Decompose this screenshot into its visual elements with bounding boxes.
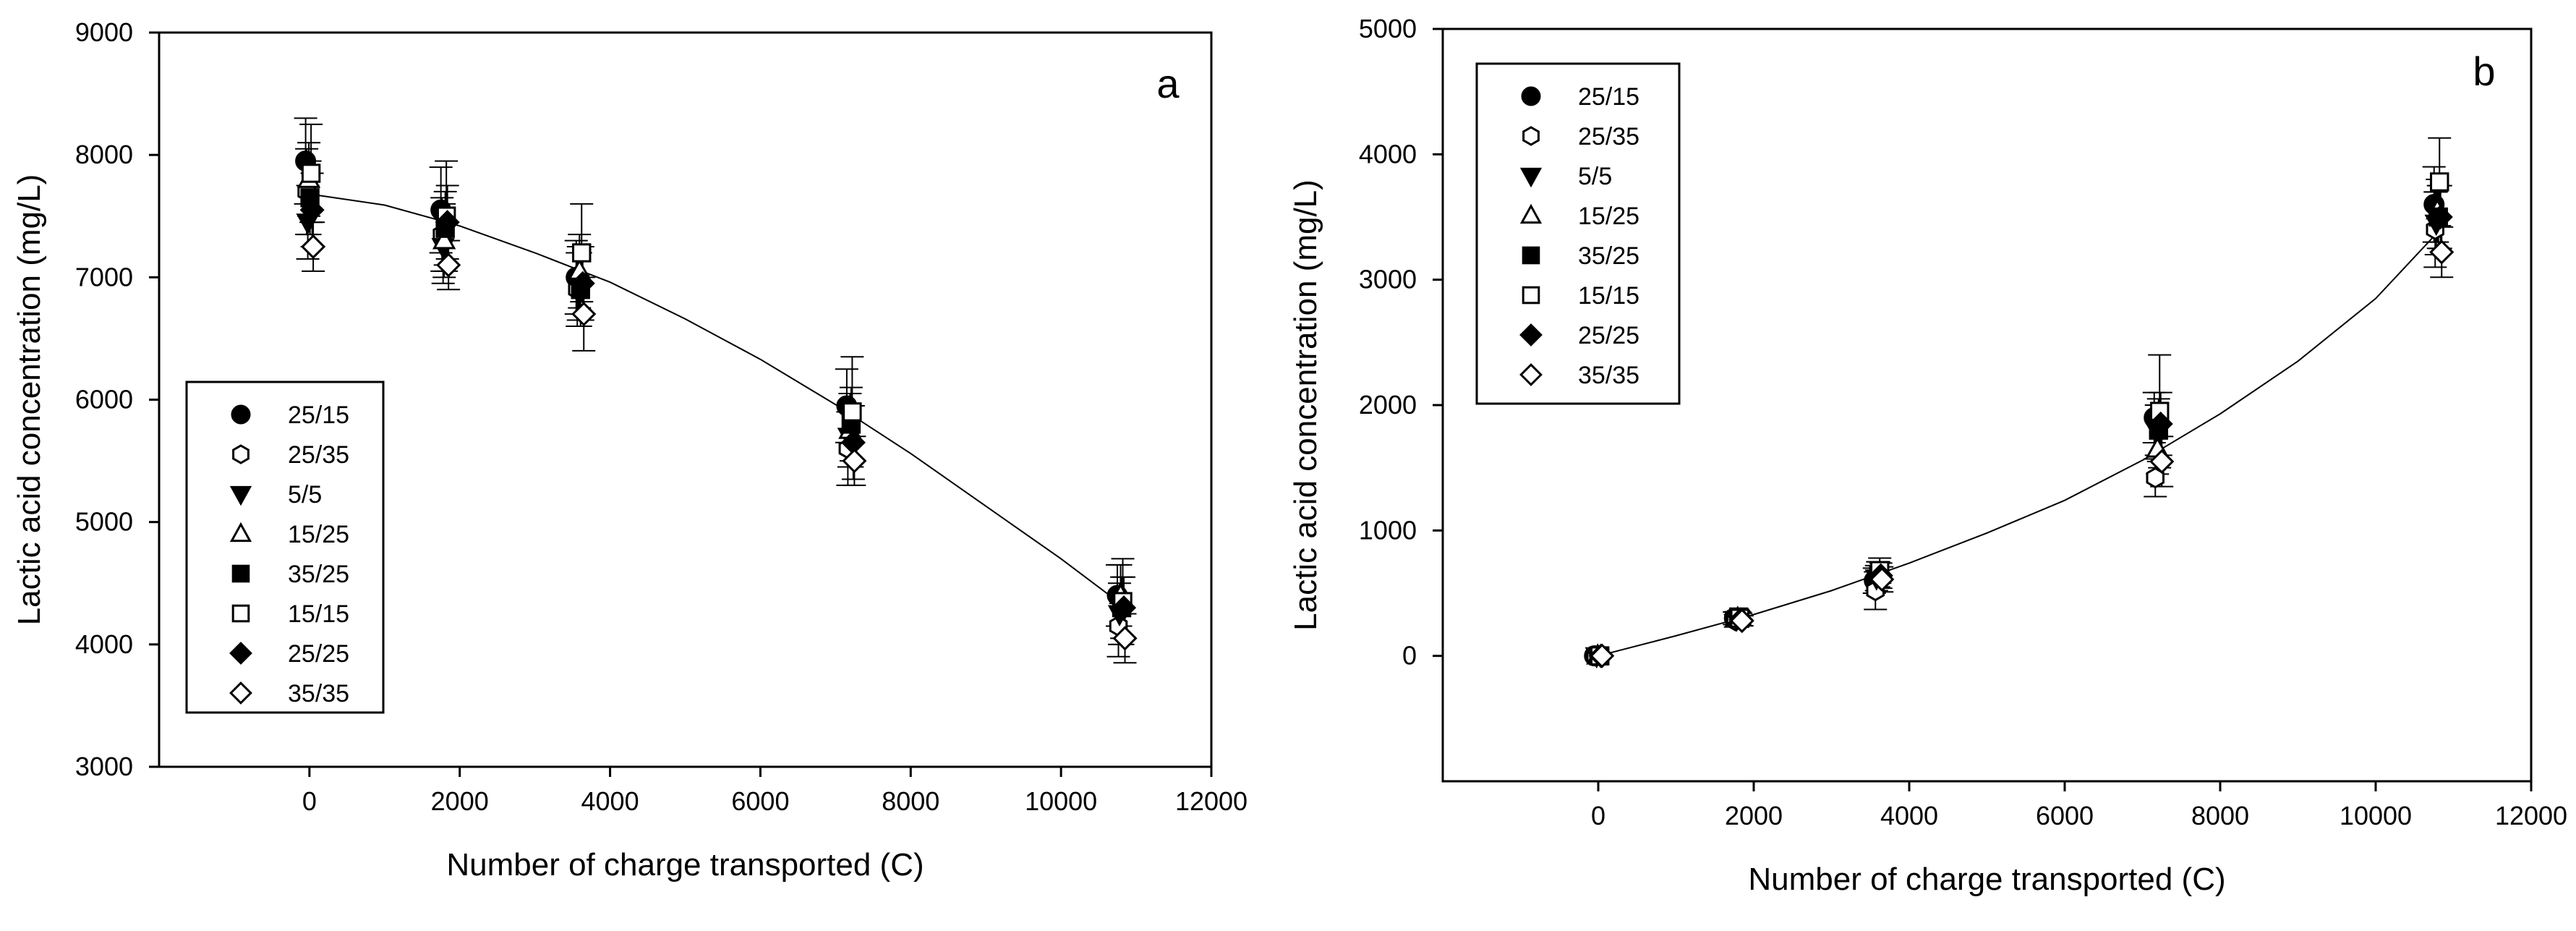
legend-label: 35/25: [1578, 242, 1639, 270]
x-tick-label: 6000: [731, 786, 789, 816]
legend-label: 15/25: [1578, 203, 1639, 230]
y-tick-label: 3000: [1359, 265, 1417, 294]
x-tick-label: 12000: [2495, 801, 2567, 830]
data-point: [2149, 449, 2175, 475]
x-tick-label: 8000: [882, 786, 939, 816]
x-tick-label: 10000: [1025, 786, 1097, 816]
data-point: [1111, 595, 1137, 621]
x-tick-label: 4000: [581, 786, 639, 816]
legend-label: 15/25: [288, 521, 349, 548]
x-axis-title: Number of charge transported (C): [446, 847, 924, 883]
legend-marker: [1522, 246, 1540, 265]
y-tick-label: 5000: [75, 507, 133, 537]
data-point: [436, 252, 461, 278]
data-point: [301, 234, 326, 260]
legend-label: 25/15: [1578, 83, 1639, 111]
legend-marker: [1519, 167, 1543, 188]
y-tick-label: 4000: [75, 629, 133, 659]
y-tick-label: 5000: [1359, 14, 1417, 43]
data-point: [1590, 643, 1615, 668]
data-point: [572, 243, 592, 263]
y-tick-label: 4000: [1359, 139, 1417, 169]
y-tick-label: 0: [1402, 641, 1417, 671]
fit-curve: [309, 193, 1122, 605]
x-tick-label: 2000: [1725, 801, 1783, 830]
y-tick-label: 2000: [1359, 390, 1417, 420]
legend-marker: [1519, 203, 1543, 224]
data-point: [2148, 411, 2173, 437]
y-tick-label: 7000: [75, 262, 133, 292]
legend-label: 35/25: [288, 561, 349, 588]
legend-label: 25/25: [1578, 322, 1639, 349]
legend-marker: [229, 642, 252, 665]
data-point: [842, 449, 867, 474]
data-point: [1869, 566, 1895, 592]
data-point: [435, 210, 460, 235]
y-tick-label: 1000: [1359, 515, 1417, 545]
data-point: [571, 302, 597, 327]
legend-marker: [231, 564, 250, 583]
legend-label: 5/5: [1578, 163, 1612, 190]
panel-label: a: [1156, 61, 1180, 106]
legend-label: 15/15: [288, 600, 349, 628]
data-point: [570, 271, 595, 296]
data-point: [301, 163, 321, 183]
x-tick-label: 2000: [431, 786, 489, 816]
data-point: [432, 228, 456, 250]
legend-label: 25/35: [1578, 123, 1639, 150]
data-point: [2428, 204, 2453, 230]
x-tick-label: 6000: [2036, 801, 2094, 830]
legend-marker: [1522, 126, 1540, 146]
x-tick-label: 4000: [1880, 801, 1938, 830]
legend-marker: [231, 404, 251, 425]
x-tick-label: 10000: [2340, 801, 2412, 830]
y-tick-label: 3000: [75, 752, 133, 781]
legend-label: 35/35: [1578, 362, 1639, 389]
legend-marker: [1521, 86, 1541, 106]
y-axis-title: Lactic acid concentration (mg/L): [1288, 179, 1323, 631]
legend-marker: [231, 604, 250, 623]
legend-marker: [232, 444, 250, 464]
legend-label: 35/35: [288, 680, 349, 707]
x-tick-label: 0: [302, 786, 317, 816]
legend-marker: [229, 522, 252, 543]
legend-box: [185, 381, 385, 714]
data-point: [2146, 467, 2165, 489]
legend-marker: [1519, 323, 1543, 347]
legend-box: [1475, 62, 1681, 405]
legend-label: 25/35: [288, 441, 349, 469]
panel-label: b: [2473, 48, 2495, 94]
legend-marker: [229, 681, 252, 705]
legend-marker: [1522, 286, 1540, 305]
y-tick-label: 8000: [75, 140, 133, 169]
chart-panel-b: 0 2000 4000 6000 8000 10000 12000 0 1000 2000 3000…: [1288, 14, 2567, 897]
y-tick-label: 9000: [75, 17, 133, 47]
data-point: [843, 402, 862, 422]
data-point: [2429, 239, 2455, 265]
x-tick-label: 8000: [2191, 801, 2249, 830]
x-axis-title: Number of charge transported (C): [1748, 862, 2225, 897]
data-point: [2430, 172, 2449, 192]
legend-label: 25/25: [288, 640, 349, 668]
data-point: [1112, 626, 1138, 651]
legend-marker: [229, 485, 252, 506]
data-point: [299, 197, 325, 223]
legend-label: 5/5: [288, 481, 322, 509]
x-tick-label: 0: [1591, 801, 1605, 830]
data-point: [1729, 608, 1754, 634]
y-axis-title: Lactic acid concentration (mg/L): [12, 174, 47, 626]
y-tick-label: 6000: [75, 385, 133, 415]
chart-panel-a: 0 2000 4000 6000 8000 10000 12000 3000 4000 5000 6…: [12, 17, 1248, 883]
legend-label: 15/15: [1578, 282, 1639, 310]
fit-curve: [1598, 231, 2439, 657]
x-tick-label: 12000: [1175, 786, 1248, 816]
legend-marker: [1519, 363, 1543, 386]
legend-label: 25/15: [288, 401, 349, 429]
